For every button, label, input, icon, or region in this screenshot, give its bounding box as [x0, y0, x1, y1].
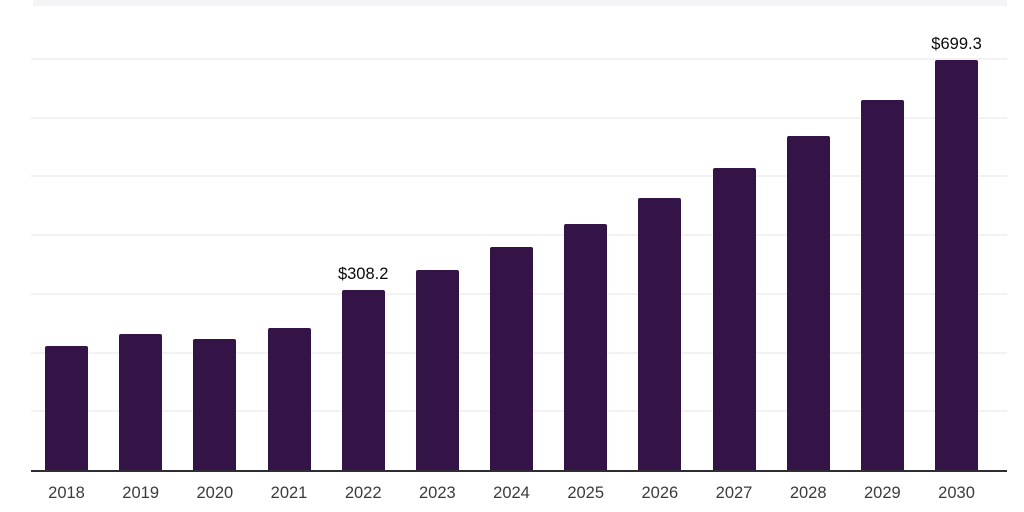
x-tick-label-2018: 2018: [48, 484, 85, 502]
data-label-2022: $308.2: [337, 264, 389, 283]
x-tick-label-2024: 2024: [493, 484, 530, 502]
bar-2021[interactable]: [267, 327, 311, 471]
bar-2025[interactable]: [564, 223, 608, 471]
bar-2029[interactable]: [860, 99, 904, 471]
gridline-700: [31, 57, 1007, 60]
bar-2018[interactable]: [45, 346, 88, 471]
x-tick-label-2020: 2020: [196, 484, 234, 502]
x-tick-label-2022: 2022: [344, 484, 382, 502]
bar-2030[interactable]: [935, 60, 979, 471]
bar-2026[interactable]: [638, 198, 682, 471]
gridline-500: [31, 175, 1007, 178]
bar-2020[interactable]: [193, 338, 237, 471]
bar-2019[interactable]: [119, 333, 163, 471]
x-tick-label-2026: 2026: [641, 484, 679, 502]
bar-2022[interactable]: [341, 289, 385, 471]
bar-2023[interactable]: [415, 270, 459, 471]
x-axis-line: [31, 470, 1007, 472]
x-tick-label-2027: 2027: [715, 484, 753, 502]
gridline-600: [31, 116, 1007, 119]
bar-2028[interactable]: [786, 135, 830, 471]
gridline-400: [31, 234, 1007, 236]
x-tick-label-2029: 2029: [864, 484, 901, 502]
data-label-2030: $699.3: [931, 35, 982, 54]
x-tick-label-2030: 2030: [938, 484, 975, 502]
x-tick-label-2021: 2021: [270, 484, 308, 502]
top-gridline-band: [33, 0, 1007, 6]
x-tick-label-2025: 2025: [567, 484, 605, 502]
x-tick-label-2028: 2028: [789, 484, 827, 502]
x-tick-label-2023: 2023: [418, 484, 456, 502]
x-tick-label-2019: 2019: [122, 484, 160, 502]
bar-2027[interactable]: [712, 167, 756, 471]
bar-2024[interactable]: [490, 247, 534, 471]
